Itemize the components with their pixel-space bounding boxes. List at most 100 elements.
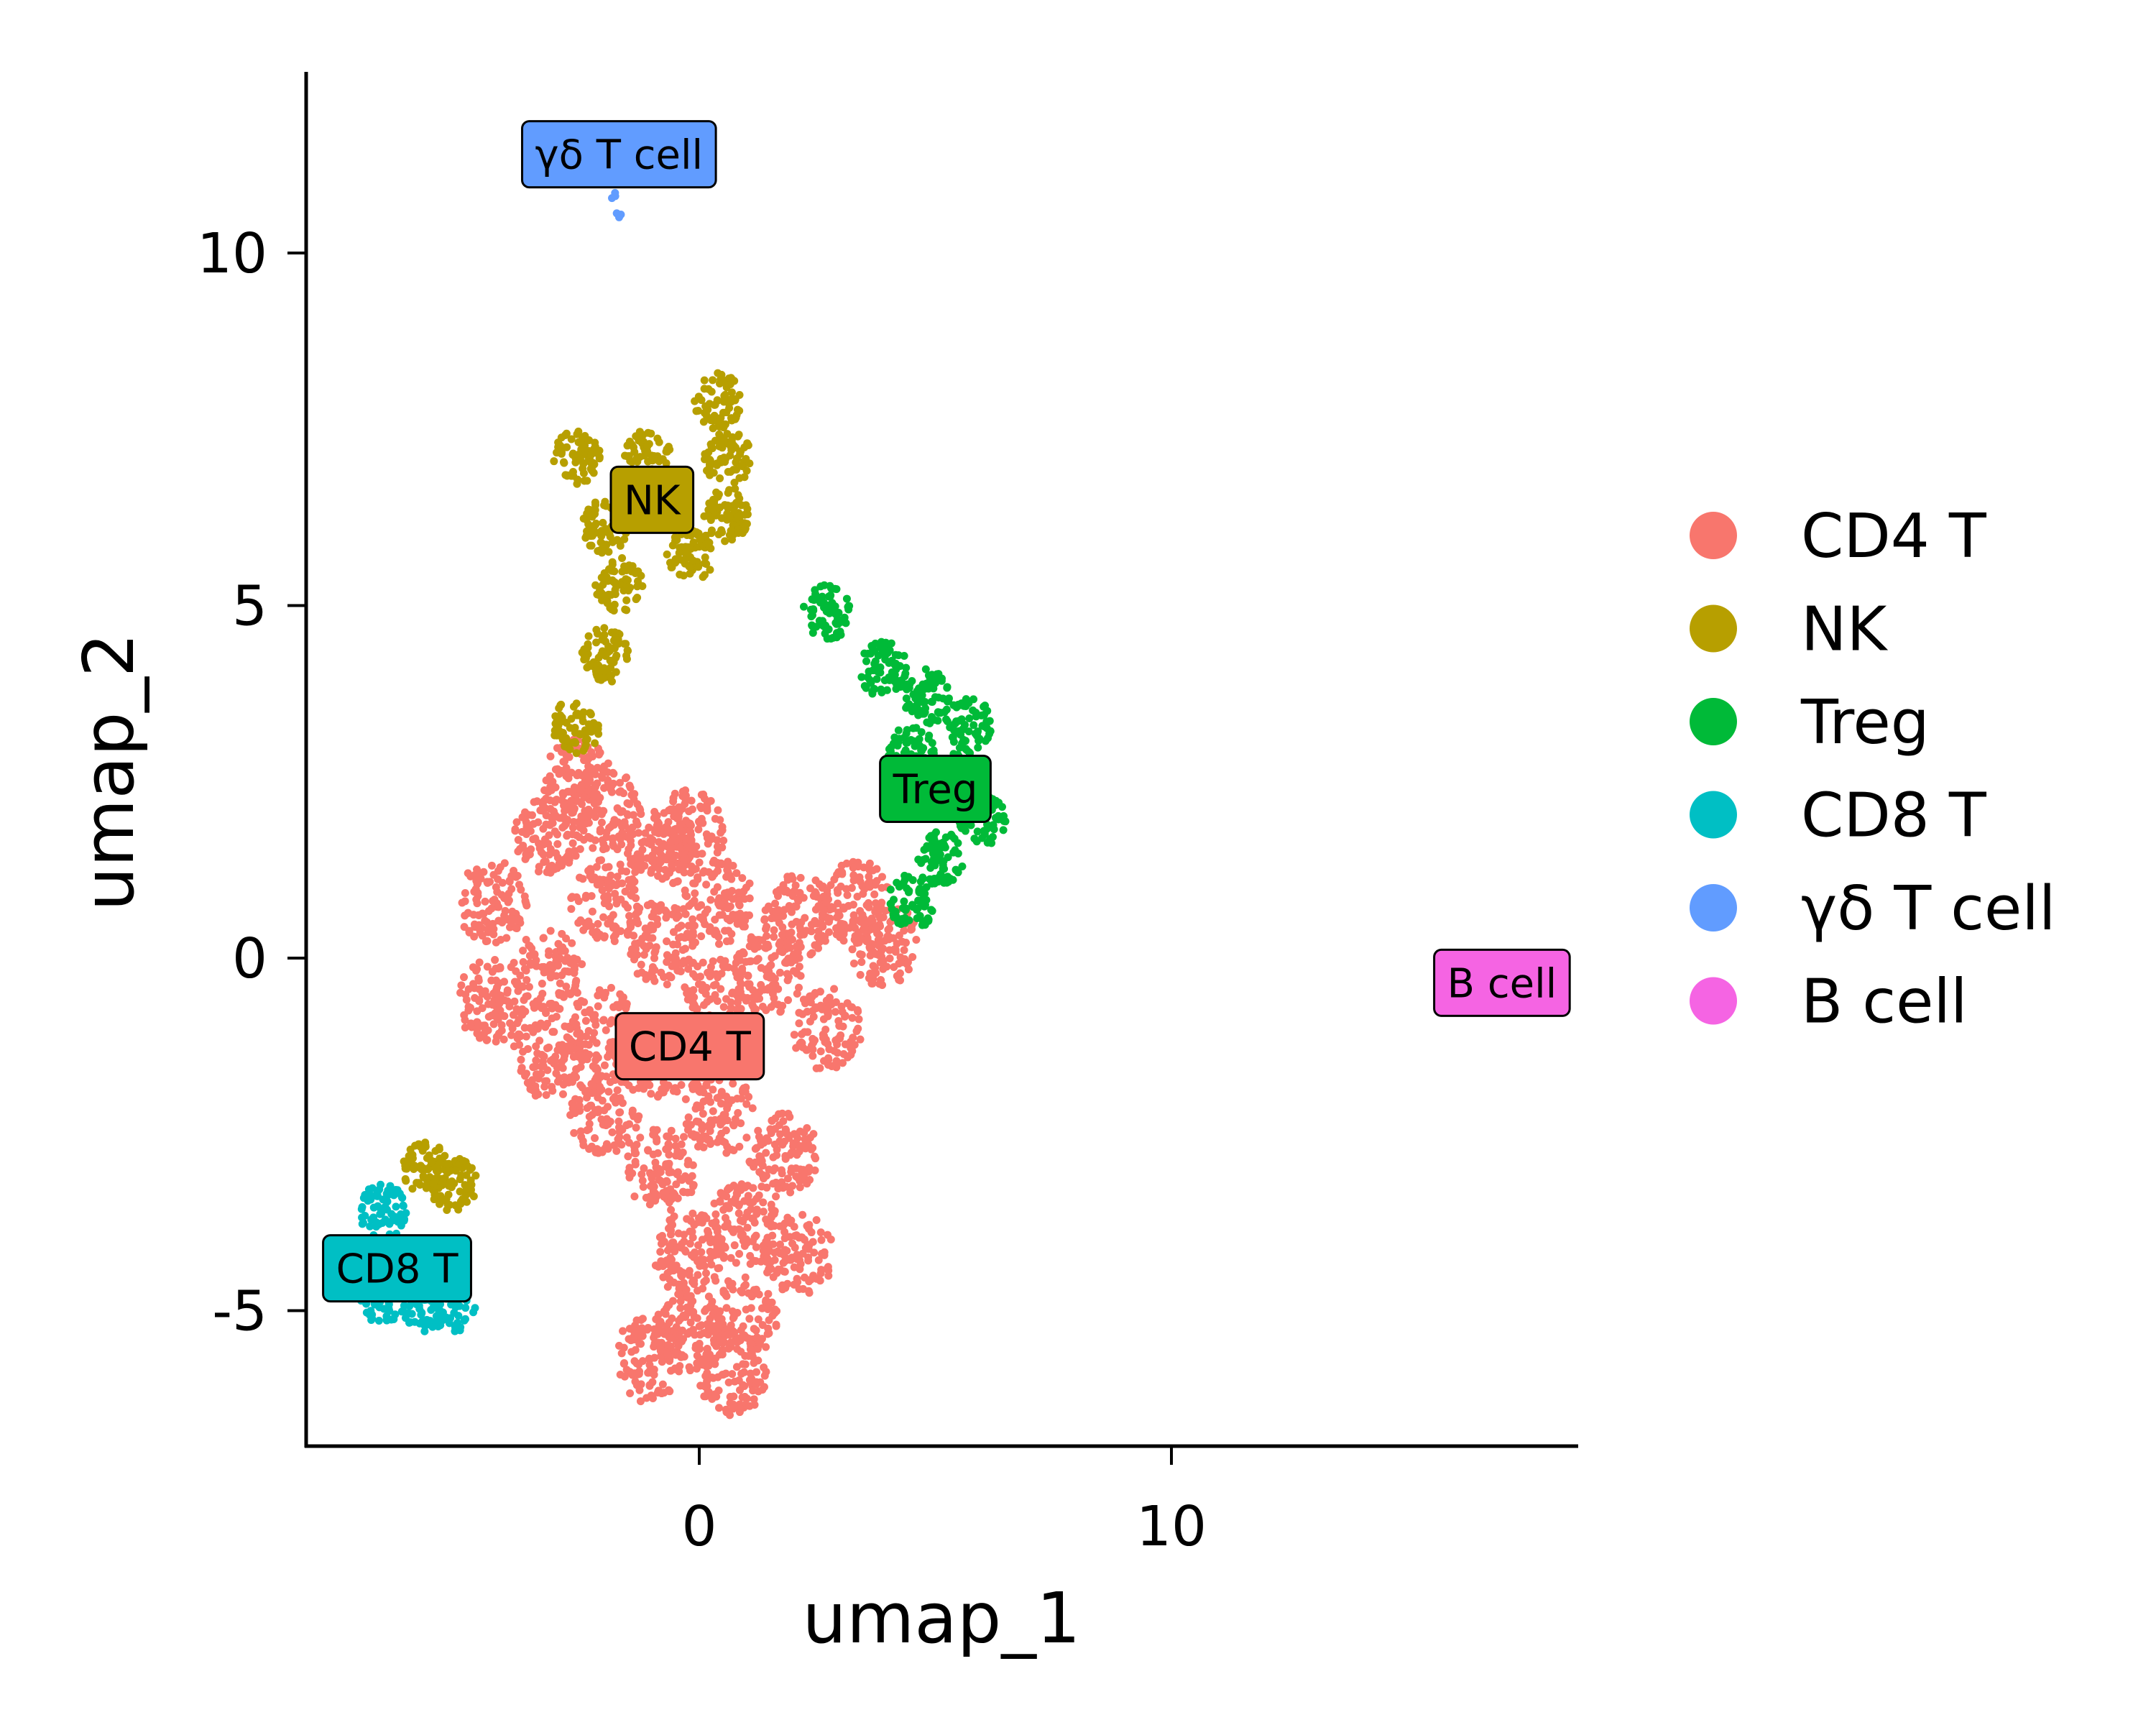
point-cd4-t — [647, 1090, 655, 1098]
point-cd4-t — [532, 1042, 540, 1051]
point-cd4-t — [839, 1022, 847, 1031]
point-cd4-t — [604, 1144, 612, 1153]
point-cd4-t — [676, 843, 684, 852]
point-cd4-t — [696, 1136, 705, 1145]
point-cd4-t — [791, 881, 800, 890]
point-nk — [467, 1180, 476, 1189]
point-cd4-t — [671, 1247, 679, 1256]
point-nk — [432, 1164, 441, 1173]
point-cd4-t — [762, 925, 770, 934]
point-cd4-t — [547, 819, 556, 828]
point-cd4-t — [748, 1237, 757, 1246]
point-nk — [563, 443, 571, 451]
point-cd4-t — [508, 907, 517, 916]
point-cd4-t — [599, 913, 608, 921]
point-treg — [902, 704, 911, 712]
point-treg — [888, 668, 896, 676]
point-nk — [607, 663, 615, 672]
point-cd4-t — [474, 976, 483, 985]
point-cd4-t — [588, 907, 596, 916]
point-cd8-t — [359, 1218, 367, 1227]
point-cd4-t — [692, 1131, 701, 1140]
point-cd4-t — [660, 809, 668, 817]
point-treg — [934, 856, 942, 865]
point-cd4-t — [726, 902, 734, 911]
point-cd4-t — [652, 943, 660, 952]
point-cd4-t — [510, 997, 519, 1006]
point-cd4-t — [751, 1158, 760, 1167]
point-cd4-t — [704, 1229, 713, 1238]
point-treg — [926, 864, 935, 873]
point-treg — [908, 901, 917, 910]
point-cd4-t — [683, 929, 691, 938]
point-cd4-t — [793, 1253, 801, 1261]
point-cd4-t — [766, 1265, 775, 1274]
point-cd4-t — [823, 886, 831, 895]
point-treg — [933, 846, 941, 855]
point-cd4-t — [729, 1121, 738, 1130]
point-cd4-t — [807, 927, 816, 936]
point-nk — [587, 450, 596, 459]
point-cd4-t — [686, 827, 695, 836]
point-cd4-t — [518, 983, 527, 991]
point-cd4-t — [626, 783, 635, 792]
point-nk — [716, 474, 724, 483]
point-cd4-t — [482, 937, 490, 946]
point-cd4-t — [739, 1360, 747, 1368]
point-treg — [816, 598, 825, 607]
point-cd4-t — [694, 903, 702, 911]
point-cd8-t — [399, 1202, 407, 1210]
point-nk — [579, 717, 587, 725]
point-cd4-t — [809, 1013, 818, 1021]
point-cd4-t — [585, 1120, 594, 1128]
point-cd4-t — [548, 1082, 556, 1091]
point-cd4-t — [600, 933, 609, 942]
point-cd4-t — [770, 1248, 779, 1257]
point-cd4-t — [672, 1180, 681, 1189]
point-cd4-t — [692, 1364, 701, 1373]
point-cd4-t — [483, 993, 492, 1001]
point-nk — [647, 429, 655, 438]
point-cd4-t — [778, 1281, 787, 1289]
point-cd4-t — [590, 766, 599, 775]
point-nk — [715, 430, 724, 438]
point-cd4-t — [849, 863, 857, 872]
point-cd4-t — [898, 937, 906, 946]
point-cd4-t — [512, 818, 521, 827]
point-nk — [668, 541, 677, 550]
point-treg — [924, 671, 933, 680]
point-cd4-t — [609, 911, 617, 919]
point-cd4-t — [643, 1078, 652, 1087]
point-nk — [630, 448, 639, 456]
point-cd4-t — [725, 888, 734, 897]
point-cd4-t — [548, 1014, 556, 1023]
point-nk — [725, 486, 734, 494]
point-cd4-t — [808, 1052, 817, 1060]
point-cd4-t — [645, 1200, 654, 1209]
point-cd4-t — [739, 1322, 747, 1330]
point-cd4-t — [651, 1190, 660, 1198]
point-cd4-t — [623, 799, 632, 808]
point-cd4-t — [510, 1042, 518, 1051]
point-treg — [917, 728, 926, 737]
point-cd4-t — [568, 939, 576, 947]
point-nk — [725, 512, 734, 521]
point-cd4-t — [885, 954, 894, 962]
point-nk — [667, 563, 676, 571]
point-cd4-t — [538, 989, 547, 998]
point-cd4-t — [661, 823, 670, 832]
point-cd4-t — [691, 865, 699, 873]
point-cd4-t — [694, 1241, 703, 1249]
point-cd4-t — [732, 959, 740, 967]
point-cd4-t — [795, 983, 803, 992]
point-cd4-t — [799, 1172, 808, 1180]
point-cd4-t — [793, 1278, 802, 1287]
point-cd4-t — [772, 1322, 780, 1330]
point-cd4-t — [460, 973, 469, 982]
point-cd4-t — [665, 849, 674, 857]
point-cd4-t — [489, 1020, 498, 1029]
point-nk — [555, 727, 563, 735]
point-cd4-t — [734, 1209, 743, 1218]
point-cd4-t — [737, 1119, 745, 1128]
point-cd4-t — [519, 947, 528, 955]
